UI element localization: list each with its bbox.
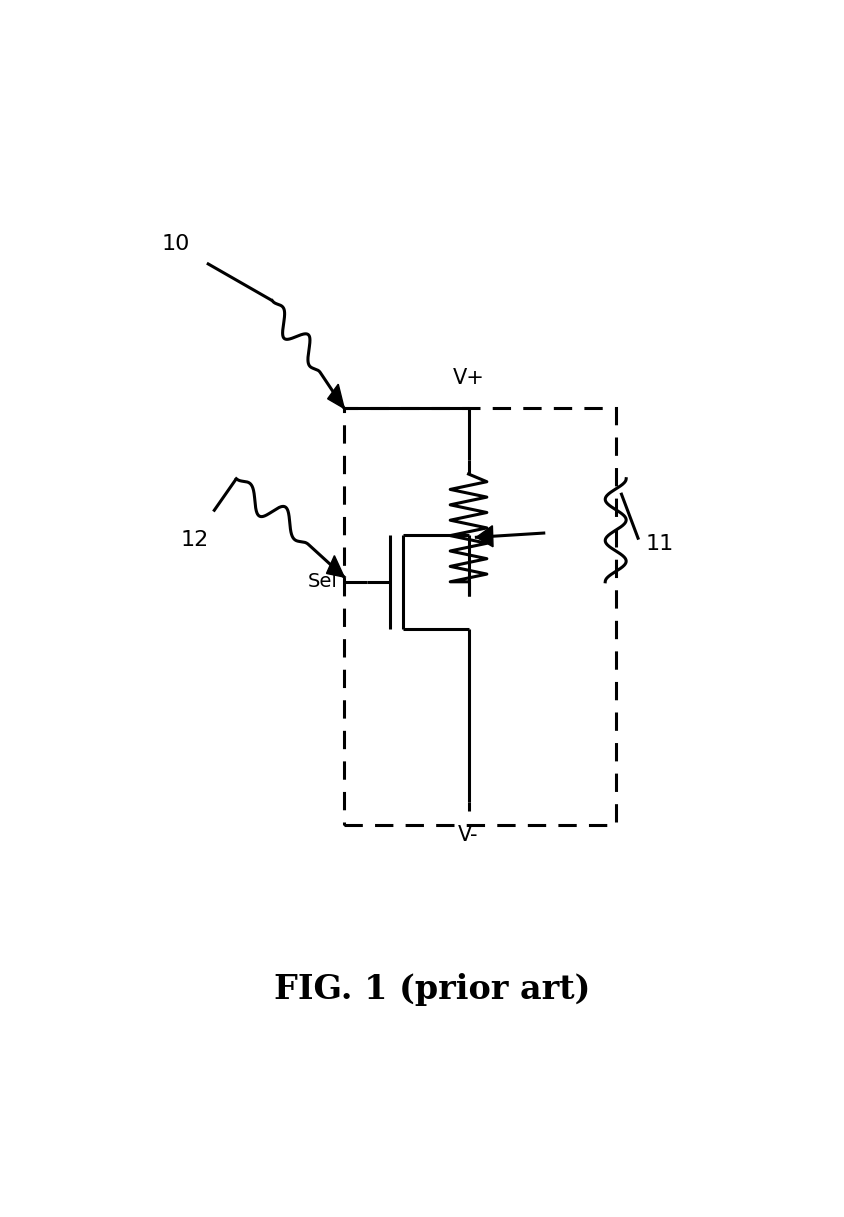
Text: 12: 12 [181,529,209,550]
Polygon shape [327,556,344,577]
Text: 11: 11 [645,534,674,554]
Text: Sel: Sel [308,572,338,591]
Polygon shape [476,526,493,546]
Text: 10: 10 [161,235,189,254]
Text: V-: V- [458,825,479,846]
Text: FIG. 1 (prior art): FIG. 1 (prior art) [274,972,591,1006]
Polygon shape [327,385,344,409]
Text: V+: V+ [452,368,484,388]
